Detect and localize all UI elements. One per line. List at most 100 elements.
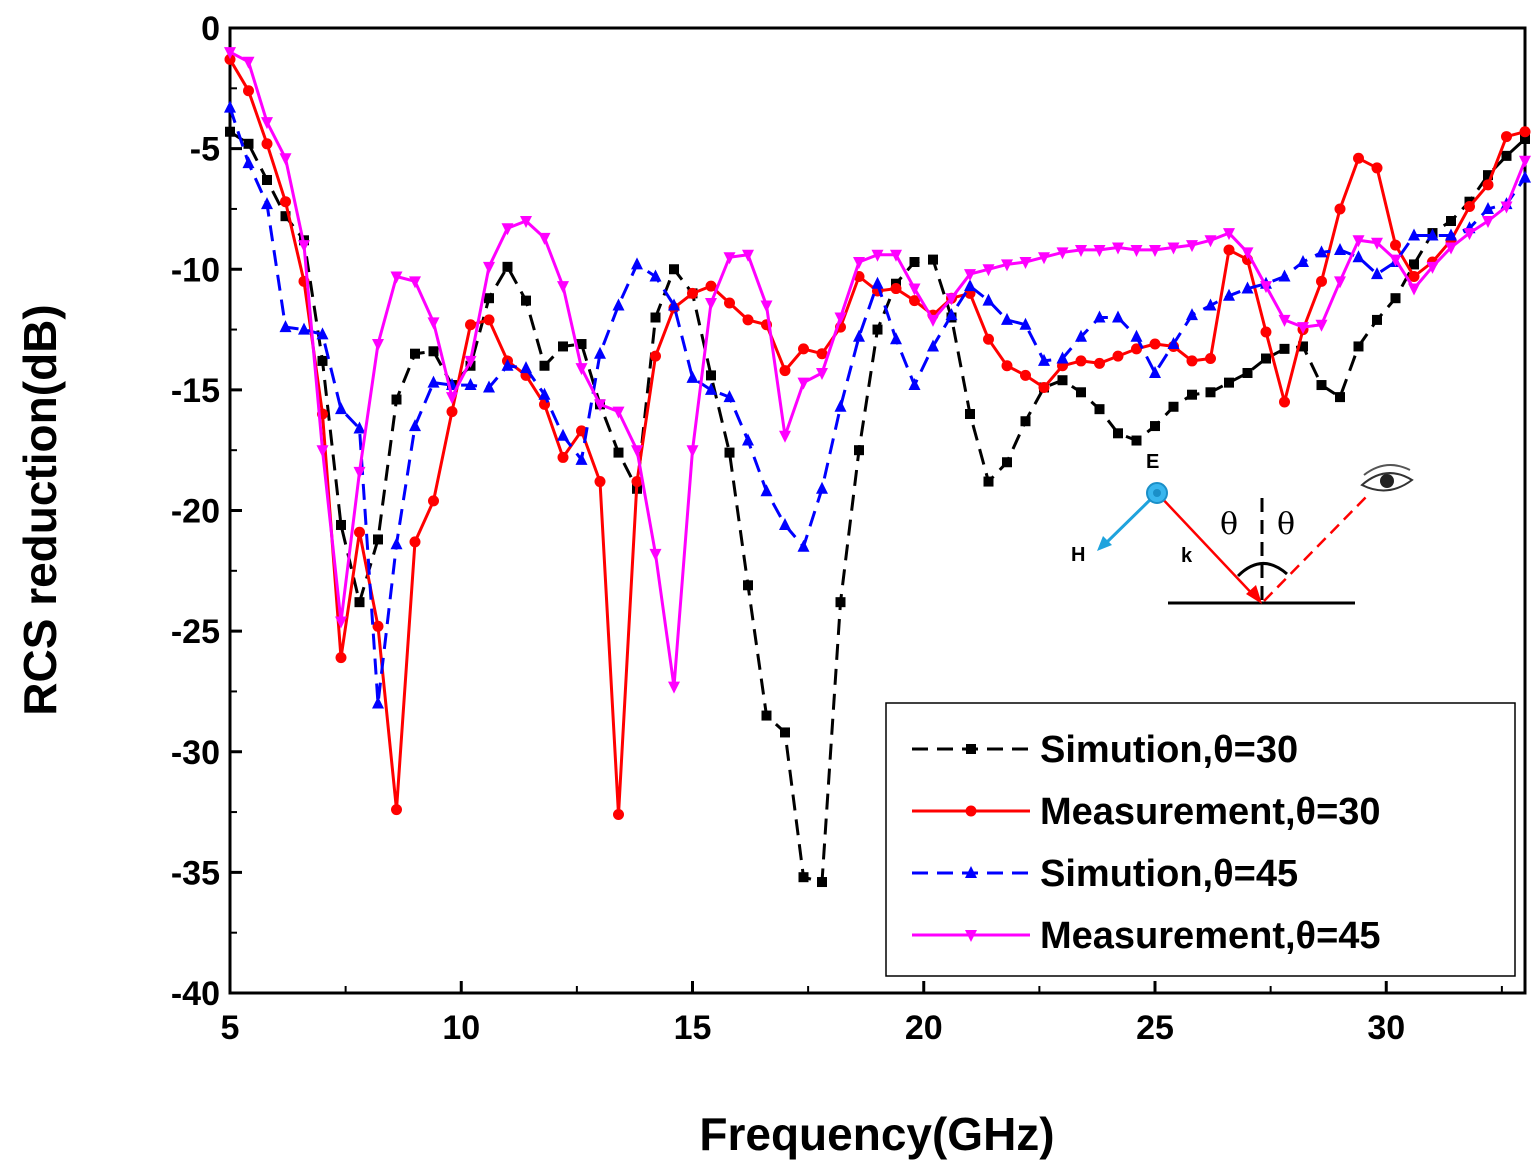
data-point [965,805,977,817]
data-point [1261,353,1271,364]
data-point [613,447,624,458]
data-point [316,445,329,458]
legend-label: Simution,θ=30 [1040,729,1298,771]
data-point [521,295,531,306]
data-point [372,620,384,632]
data-point [1352,235,1365,248]
data-point [668,681,680,694]
data-point [1409,259,1419,270]
data-point [705,382,717,395]
data-point [1241,281,1254,294]
data-point [1316,380,1327,391]
data-point [576,425,587,437]
data-point [538,387,551,400]
data-point [1075,355,1087,367]
data-point [890,283,902,295]
y-tick-label: -35 [171,854,220,892]
data-point [575,363,588,376]
y-tick-label: -20 [171,493,220,531]
data-point [965,930,977,942]
data-point [539,360,550,371]
data-point [742,433,754,446]
data-point [1187,389,1197,400]
data-point [262,174,272,185]
data-point [686,445,699,458]
data-point [558,341,568,352]
data-point [1241,247,1254,260]
data-point [742,249,754,262]
data-point [1297,322,1309,335]
data-point [225,126,235,137]
data-point [594,399,606,412]
data-point [1390,239,1401,251]
data-point [1482,179,1494,191]
e-label: E [1146,451,1159,473]
x-tick-label: 25 [1136,1009,1174,1047]
data-point [1482,201,1494,214]
data-point [243,85,254,97]
data-point [391,804,402,816]
legend-entry: Measurement,θ=45 [912,915,1381,957]
data-point [390,271,403,284]
series-layer [224,47,1531,888]
data-point [834,399,847,412]
reflected-ray [1263,494,1369,602]
data-point [1260,281,1272,294]
data-point [760,300,773,313]
data-point [1408,270,1420,282]
y-tick-label: -30 [171,734,220,772]
data-point [1150,421,1160,432]
data-point [1075,329,1087,342]
data-point [966,744,976,754]
data-point [816,481,828,494]
data-point [1038,252,1050,265]
data-point [928,254,938,265]
data-point [243,138,254,149]
data-point [649,269,662,282]
data-point [1113,428,1123,439]
data-point [557,281,569,294]
data-point [1112,350,1124,362]
legend-label: Simution,θ=45 [1040,853,1298,895]
data-point [1297,255,1309,268]
data-point [1186,308,1198,321]
data-point [1038,381,1050,393]
data-point [446,392,458,405]
data-point [1112,242,1124,255]
theta-right-label: θ [1277,507,1295,542]
data-point [520,216,532,228]
data-point [834,312,847,325]
data-point [1335,392,1345,403]
data-point [279,153,292,166]
data-point [280,211,291,222]
data-point [1019,317,1032,330]
data-point [557,451,569,463]
theta-left-label: θ [1220,507,1238,542]
data-point [538,232,551,245]
data-point [1426,261,1439,274]
data-point [612,406,625,419]
y-tick-label: -15 [171,372,220,410]
data-point [1334,242,1346,255]
data-point [484,293,494,304]
data-point [1001,259,1013,272]
y-tick-label: 0 [201,10,220,48]
x-axis: 5 10 15 20 25 30 [221,981,1503,1047]
data-point [908,378,921,391]
data-point [1223,228,1235,241]
data-point [1204,298,1217,311]
data-point [298,240,310,253]
data-point [465,319,476,331]
data-point [502,261,513,272]
data-point [890,332,902,345]
data-point [428,495,439,507]
data-point [1056,247,1069,260]
data-point [261,138,273,150]
data-point [1389,254,1402,267]
data-point [724,297,735,309]
data-point [1094,404,1105,415]
h-vector [1102,494,1156,547]
data-point [261,197,273,210]
data-point [594,346,606,359]
data-point [631,476,643,488]
